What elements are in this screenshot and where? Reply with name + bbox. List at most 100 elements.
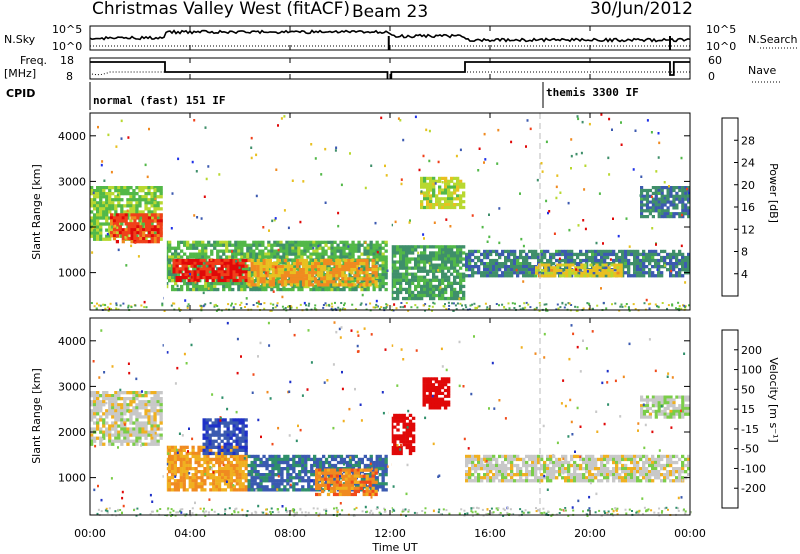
power-cell: [648, 249, 652, 254]
power-cell: [175, 261, 179, 265]
power-cell: [330, 287, 334, 292]
power-ground-scatter: [400, 302, 403, 304]
power-cell: [252, 249, 256, 253]
power-cell: [588, 255, 592, 260]
velocity-cell: [247, 470, 251, 474]
power-ground-scatter: [378, 307, 381, 310]
power-cell: [178, 270, 182, 274]
power-cell: [624, 252, 628, 257]
power-cell: [198, 255, 202, 259]
velocity-cell: [238, 488, 242, 492]
velocity-cell: [111, 433, 115, 437]
power-cell: [156, 231, 160, 235]
power-cell: [558, 258, 562, 263]
power-ground-scatter: [93, 305, 96, 308]
power-cell: [317, 271, 321, 275]
velocity-cell: [214, 421, 218, 425]
power-cell: [669, 212, 673, 216]
velocity-cell: [173, 467, 177, 471]
power-noise: [114, 224, 117, 228]
velocity-cell: [307, 454, 311, 459]
power-cell: [198, 264, 202, 268]
power-cell: [168, 261, 172, 265]
power-cell: [229, 270, 233, 274]
power-cell: [350, 262, 354, 266]
velocity-cell: [313, 460, 317, 465]
power-cell: [114, 195, 118, 199]
power-cell: [399, 290, 403, 295]
power-cell: [598, 271, 602, 275]
power-cell: [486, 255, 490, 260]
power-cell: [217, 270, 221, 274]
power-cell: [320, 274, 324, 278]
power-cell: [381, 255, 385, 259]
power-cell: [565, 271, 569, 275]
power-cell: [585, 255, 589, 260]
velocity-cell: [93, 397, 97, 401]
power-cell: [583, 271, 587, 275]
power-ground-scatter: [555, 308, 558, 311]
velocity-cell: [114, 394, 118, 398]
velocity-cell: [144, 409, 148, 413]
power-cell: [362, 258, 366, 263]
power-cell: [219, 240, 223, 244]
power-cell: [663, 200, 667, 204]
power-cell: [93, 201, 97, 205]
velocity-cell: [206, 470, 210, 474]
power-cell: [138, 210, 142, 214]
velocity-cell: [132, 421, 136, 425]
power-noise: [171, 192, 174, 195]
power-cell: [141, 210, 145, 214]
power-cell: [216, 249, 220, 253]
power-cell: [279, 287, 283, 292]
power-cell: [489, 249, 493, 254]
power-cell: [342, 279, 346, 283]
power-cell: [438, 203, 442, 207]
velocity-cell: [135, 391, 139, 395]
power-cell: [219, 282, 223, 286]
power-cell: [123, 204, 127, 208]
power-cell: [288, 246, 292, 250]
power-cell: [598, 266, 602, 270]
velocity-cell: [271, 473, 275, 477]
velocity-cell: [235, 445, 239, 449]
velocity-cell: [153, 409, 157, 413]
power-cell: [432, 203, 436, 207]
power-cell: [252, 284, 256, 289]
power-cell: [93, 231, 97, 235]
velocity-cell: [280, 488, 284, 492]
power-noise: [205, 177, 208, 181]
power-cell: [420, 284, 424, 289]
power-cell: [303, 243, 307, 247]
power-cell: [501, 274, 505, 278]
power-cell: [336, 255, 340, 259]
power-cell: [504, 268, 508, 272]
power-cell: [321, 240, 325, 244]
power-cell: [544, 274, 548, 278]
power-cell: [132, 207, 136, 211]
power-cell: [323, 283, 327, 287]
power-cell: [396, 278, 400, 282]
velocity-cell: [126, 439, 130, 443]
power-cell: [283, 258, 288, 263]
power-cell: [359, 277, 363, 281]
power-noise: [154, 187, 157, 191]
velocity-cell: [268, 488, 272, 492]
power-cell: [592, 269, 596, 272]
power-cell: [291, 243, 295, 247]
velocity-cell: [203, 482, 207, 486]
power-cell: [102, 222, 106, 226]
power-cell: [371, 268, 375, 272]
power-cell: [654, 191, 658, 195]
power-noise: [445, 218, 448, 221]
power-cell: [175, 267, 179, 271]
power-cell: [591, 252, 595, 257]
velocity-cell: [159, 412, 163, 416]
power-cell: [304, 280, 309, 284]
power-cell: [126, 204, 130, 208]
power-cell: [570, 274, 574, 278]
power-cell: [333, 246, 337, 250]
velocity-cell: [138, 403, 142, 407]
power-cell: [96, 201, 100, 205]
power-noise: [602, 242, 604, 245]
